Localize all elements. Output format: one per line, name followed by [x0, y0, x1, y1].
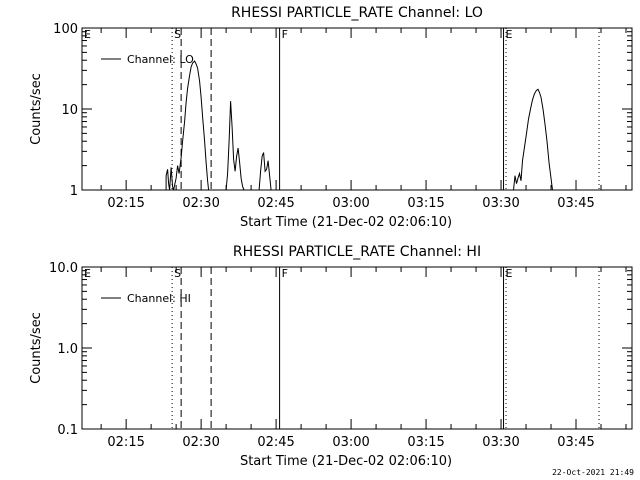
x-axis-label: Start Time (21-Dec-02 02:06:10) — [240, 215, 452, 230]
x-tick-label: 02:45 — [257, 435, 294, 450]
legend-label: Channel: LO — [127, 53, 194, 66]
legend-label: Channel: HI — [127, 292, 191, 305]
x-axis-label: Start Time (21-Dec-02 02:06:10) — [240, 454, 452, 469]
x-tick-label: 03:15 — [407, 435, 444, 450]
x-tick-label: 02:15 — [107, 196, 144, 211]
y-tick-label: 1.0 — [57, 342, 78, 357]
y-axis-label: Counts/sec — [29, 73, 44, 145]
footer-timestamp: 22-Oct-2021 21:49 — [552, 468, 634, 477]
x-tick-label: 02:30 — [182, 435, 219, 450]
data-series-line — [165, 60, 210, 191]
event-marker-label: F — [282, 28, 288, 41]
x-tick-label: 02:15 — [107, 435, 144, 450]
chart-panel-0: RHESSI PARTICLE_RATE Channel: LO 1 10 100 Co… — [29, 5, 633, 230]
event-marker-label: E — [506, 267, 513, 280]
event-marker-label: F — [282, 267, 288, 280]
chart-title: RHESSI PARTICLE_RATE Channel: LO — [231, 5, 483, 21]
x-tick-label: 03:00 — [332, 196, 369, 211]
event-marker-label: E — [84, 267, 91, 280]
y-tick-label: 10 — [61, 103, 78, 118]
y-tick-label: 1 — [70, 184, 78, 199]
event-marker-label: E — [84, 28, 91, 41]
event-marker-label: S — [174, 28, 181, 41]
chart-title: RHESSI PARTICLE_RATE Channel: HI — [233, 244, 481, 260]
y-tick-label: 100 — [53, 22, 78, 37]
x-tick-label: 03:45 — [557, 196, 594, 211]
x-tick-label: 03:45 — [557, 435, 594, 450]
event-marker-label: E — [506, 28, 513, 41]
x-tick-label: 03:00 — [332, 435, 369, 450]
data-series-line — [513, 88, 553, 191]
data-series-line — [225, 101, 245, 191]
x-tick-label: 03:30 — [482, 196, 519, 211]
x-tick-label: 02:30 — [182, 196, 219, 211]
x-tick-label: 02:45 — [257, 196, 294, 211]
x-tick-label: 03:30 — [482, 435, 519, 450]
y-tick-label: 0.1 — [57, 423, 78, 438]
x-tick-label: 03:15 — [407, 196, 444, 211]
chart-panel-1: RHESSI PARTICLE_RATE Channel: HI 0.1 1.0 10… — [29, 244, 633, 469]
event-marker-label: S — [174, 267, 181, 280]
y-tick-label: 10.0 — [49, 261, 78, 276]
data-series-line — [258, 152, 272, 191]
y-axis-label: Counts/sec — [29, 312, 44, 384]
